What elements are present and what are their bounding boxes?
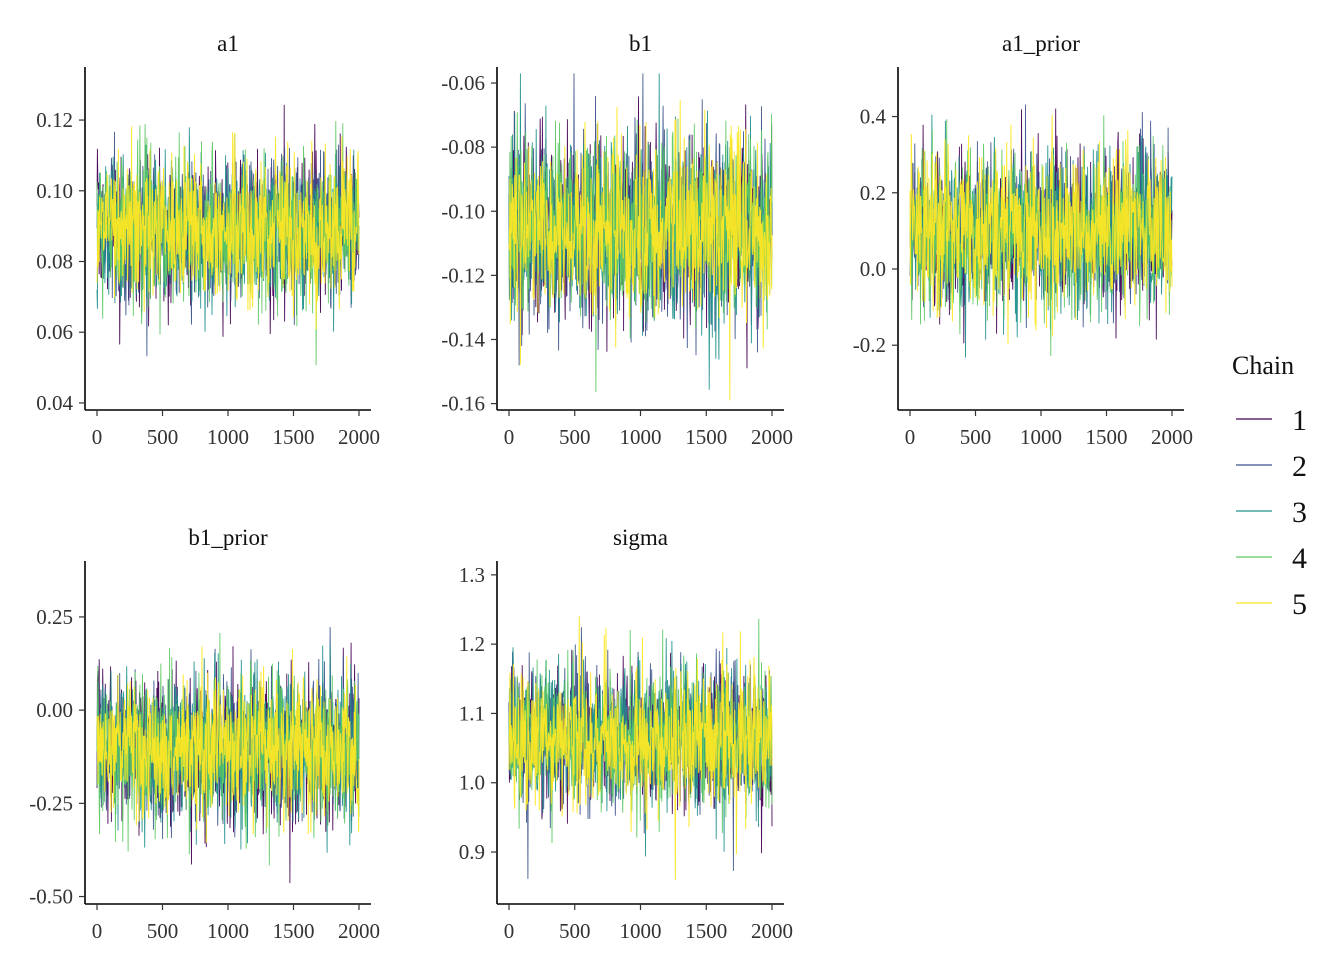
y-tick-label: -0.08: [441, 135, 485, 159]
trace-chain-5: [96, 126, 360, 330]
y-tick-label: -0.06: [441, 71, 485, 95]
x-tick-label: 0: [905, 425, 916, 449]
y-tick-label: 1.3: [459, 563, 485, 587]
panel-b1: b1 0 500 1000 1500 2000 -0.16 -0.14 -0.12 -0.10 -0…: [441, 31, 793, 449]
legend-item-3: 3: [1236, 496, 1307, 529]
y-tick-label: -0.10: [441, 199, 485, 223]
panel-a1: a1 0 500 1000 1500 2000 0.04 0.06 0.08 0.10 0.12: [36, 31, 380, 449]
y-tick-label: -0.14: [441, 327, 485, 351]
y-tick-label: 0.04: [36, 391, 73, 415]
panel-title: b1: [629, 31, 652, 56]
y-tick-label: 0.25: [36, 605, 73, 629]
x-tick-label: 1000: [1020, 425, 1062, 449]
y-tick-label: -0.12: [441, 263, 485, 287]
x-tick-label: 1000: [207, 425, 249, 449]
trace-lines: [96, 627, 360, 884]
legend-label: 2: [1292, 450, 1307, 483]
y-tick-label: -0.2: [853, 333, 886, 357]
x-tick-label: 1500: [273, 919, 315, 943]
legend-label: 5: [1292, 588, 1307, 621]
x-tick-label: 1500: [273, 425, 315, 449]
legend-item-5: 5: [1236, 588, 1307, 621]
trace-chain-5: [508, 100, 773, 401]
panel-title: a1: [217, 31, 239, 56]
x-tick-label: 500: [147, 919, 179, 943]
panel-title: b1_prior: [188, 525, 268, 550]
x-tick-label: 2000: [751, 919, 793, 943]
legend-item-4: 4: [1236, 542, 1307, 575]
panel-title: a1_prior: [1002, 31, 1080, 56]
x-tick-label: 1500: [685, 425, 727, 449]
trace-chain-5: [909, 115, 1173, 345]
x-tick-label: 0: [504, 425, 515, 449]
y-tick-label: 1.2: [459, 632, 485, 656]
x-tick-label: 500: [960, 425, 992, 449]
x-tick-label: 1000: [207, 919, 249, 943]
trace-lines: [508, 616, 773, 880]
x-tick-label: 500: [559, 919, 591, 943]
y-tick-label: 0.00: [36, 698, 73, 722]
legend-label: 1: [1292, 404, 1307, 437]
legend-item-1: 1: [1236, 404, 1307, 437]
trace-chain-5: [96, 646, 360, 843]
x-tick-label: 0: [92, 425, 103, 449]
legend-label: 4: [1292, 542, 1307, 575]
y-tick-label: 0.06: [36, 320, 73, 344]
x-tick-label: 1500: [685, 919, 727, 943]
x-tick-label: 0: [504, 919, 515, 943]
x-tick-label: 500: [559, 425, 591, 449]
legend-items: 1 2 3 4 5: [1236, 404, 1307, 621]
trace-lines: [909, 104, 1173, 358]
x-tick-label: 500: [147, 425, 179, 449]
x-tick-label: 0: [92, 919, 103, 943]
panel-a1-prior: a1_prior 0 500 1000 1500 2000 -0.2 0.0 0.2 0.4: [853, 31, 1193, 449]
y-tick-label: -0.16: [441, 392, 485, 416]
legend-label: 3: [1292, 496, 1307, 529]
trace-chain-5: [508, 616, 773, 880]
x-tick-label: 1500: [1086, 425, 1128, 449]
y-tick-label: 0.08: [36, 249, 73, 273]
x-tick-label: 2000: [1151, 425, 1193, 449]
panels-group: a1 0 500 1000 1500 2000 0.04 0.06 0.08 0.10 0.12 b1…: [29, 31, 1193, 943]
legend-title: Chain: [1232, 351, 1294, 380]
legend-item-2: 2: [1236, 450, 1307, 483]
trace-lines: [508, 73, 773, 401]
y-tick-label: 1.1: [459, 701, 485, 725]
x-tick-label: 2000: [338, 919, 380, 943]
y-tick-label: 0.10: [36, 179, 73, 203]
trace-lines: [96, 104, 360, 366]
x-tick-label: 2000: [338, 425, 380, 449]
panel-title: sigma: [613, 525, 668, 550]
y-tick-label: 0.2: [860, 181, 886, 205]
y-tick-label: 1.0: [459, 771, 485, 795]
y-tick-label: 0.12: [36, 108, 73, 132]
y-tick-label: 0.9: [459, 840, 485, 864]
x-tick-label: 2000: [751, 425, 793, 449]
panel-sigma: sigma 0 500 1000 1500 2000 0.9 1.0 1.1 1.2 1.3: [459, 525, 793, 943]
y-tick-label: -0.50: [29, 885, 73, 909]
y-tick-label: 0.0: [860, 257, 886, 281]
panel-b1-prior: b1_prior 0 500 1000 1500 2000 -0.50 -0.25 0.00 0.…: [29, 525, 380, 943]
x-tick-label: 1000: [620, 919, 662, 943]
x-tick-label: 1000: [620, 425, 662, 449]
y-tick-label: -0.25: [29, 791, 73, 815]
legend: Chain 1 2 3 4 5: [1232, 351, 1307, 621]
y-tick-label: 0.4: [860, 105, 887, 129]
